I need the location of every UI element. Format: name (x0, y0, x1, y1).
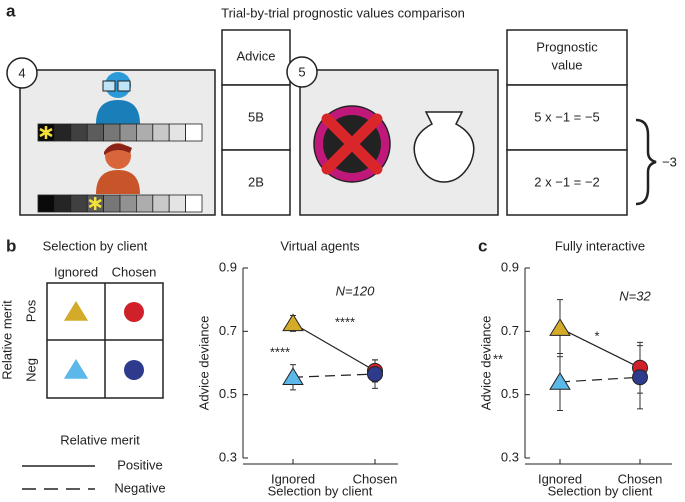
step-number: 4 (18, 65, 25, 80)
legend-label: Positive (117, 457, 163, 472)
scale-cell (185, 194, 203, 213)
panel-label: b (6, 236, 16, 255)
triangle-marker (282, 367, 304, 385)
scale-cell (119, 123, 137, 142)
table-cell: 5B (248, 109, 264, 124)
series-line (559, 327, 641, 369)
step-number: 5 (298, 64, 305, 79)
x-tick-label: Ignored (538, 471, 582, 486)
table-header: Prognostic (536, 39, 598, 54)
value-table (506, 29, 628, 216)
sample-size: N=32 (619, 288, 651, 303)
jar-icon (413, 111, 475, 183)
scale-cell (37, 194, 55, 213)
y-tick-label: 0.3 (501, 449, 519, 464)
panel-label: a (6, 1, 16, 20)
row-label: Pos (23, 299, 38, 322)
y-axis-label: Advice deviance (478, 316, 493, 411)
matrix-grid (46, 282, 164, 399)
row-label: Neg (23, 358, 38, 382)
y-tick-label: 0.7 (219, 323, 237, 338)
triangle-marker (549, 318, 571, 336)
scale-cell (86, 123, 104, 142)
legend-title: Relative merit (60, 432, 140, 447)
row-axis-label: Relative merit (0, 300, 14, 380)
table-cell: 2B (248, 174, 264, 189)
x-axis-label: Selection by client (268, 483, 373, 498)
y-tick-label: 0.9 (219, 259, 237, 274)
significance-stars: **** (270, 344, 290, 359)
scale-cell (152, 123, 170, 142)
significance-stars: * (594, 328, 599, 343)
sample-size: N=120 (336, 283, 375, 298)
y-tick-label: 0.3 (219, 449, 237, 464)
table-header: value (551, 57, 582, 72)
panel-label: c (478, 236, 487, 255)
significance-stars: **** (335, 314, 355, 329)
table-header: Advice (236, 48, 275, 63)
scale-cell (54, 123, 72, 142)
triangle-icon (63, 301, 89, 321)
y-axis-label: Advice deviance (196, 316, 211, 411)
circle-marker (367, 366, 383, 383)
star-marker (39, 126, 53, 139)
sum-label: −3 (662, 154, 677, 169)
scale-cell (135, 194, 154, 213)
scale-cell (103, 194, 121, 213)
scale-cell (185, 123, 203, 142)
agent-blue (96, 72, 140, 124)
merit-scales (37, 123, 203, 213)
scale-cell (54, 194, 72, 213)
series-line (292, 373, 376, 378)
star-marker (88, 197, 102, 210)
y-tick-label: 0.9 (501, 259, 519, 274)
legend: Positive Negative (22, 457, 166, 495)
triangle-marker (549, 372, 571, 390)
x-tick-label: Chosen (353, 471, 398, 486)
circle-icon (124, 360, 144, 380)
y-tick-label: 0.5 (219, 386, 237, 401)
legend-label: Negative (114, 480, 165, 495)
column-label: Chosen (112, 264, 157, 279)
scale-cell (103, 123, 121, 142)
step-circle (286, 56, 318, 88)
y-tick-label: 0.5 (501, 386, 519, 401)
scale-cell (152, 194, 170, 213)
triangle-icon (63, 359, 89, 379)
matrix-icons (63, 301, 144, 380)
brace (635, 118, 657, 206)
rejected-option (313, 105, 391, 183)
scale-cell (168, 194, 186, 213)
chart-title: Virtual agents (280, 238, 360, 253)
table-cell: 2 x −1 = −2 (534, 174, 599, 189)
scale-cell (70, 123, 88, 142)
advice-table (221, 29, 291, 216)
scale-cell (70, 194, 88, 213)
panel-title: Trial-by-trial prognostic values compari… (221, 5, 465, 20)
scale-cell (119, 194, 137, 213)
y-tick-label: 0.7 (501, 323, 519, 338)
significance-stars: ** (493, 351, 503, 366)
x-tick-label: Ignored (271, 471, 315, 486)
matrix-title: Selection by client (43, 238, 148, 253)
circle-icon (124, 302, 144, 322)
chart-title: Fully interactive (555, 238, 645, 253)
agent-red (96, 143, 140, 194)
table-cell: 5 x −1 = −5 (534, 109, 599, 124)
column-label: Ignored (54, 264, 98, 279)
series-line (559, 376, 641, 383)
x-tick-label: Chosen (618, 471, 663, 486)
scale-cell (135, 123, 154, 142)
triangle-marker (282, 313, 304, 332)
scale-cell (168, 123, 186, 142)
step-circle (6, 57, 38, 89)
x-axis-label: Selection by client (548, 483, 653, 498)
series-line (292, 322, 376, 372)
circle-marker (632, 369, 648, 386)
